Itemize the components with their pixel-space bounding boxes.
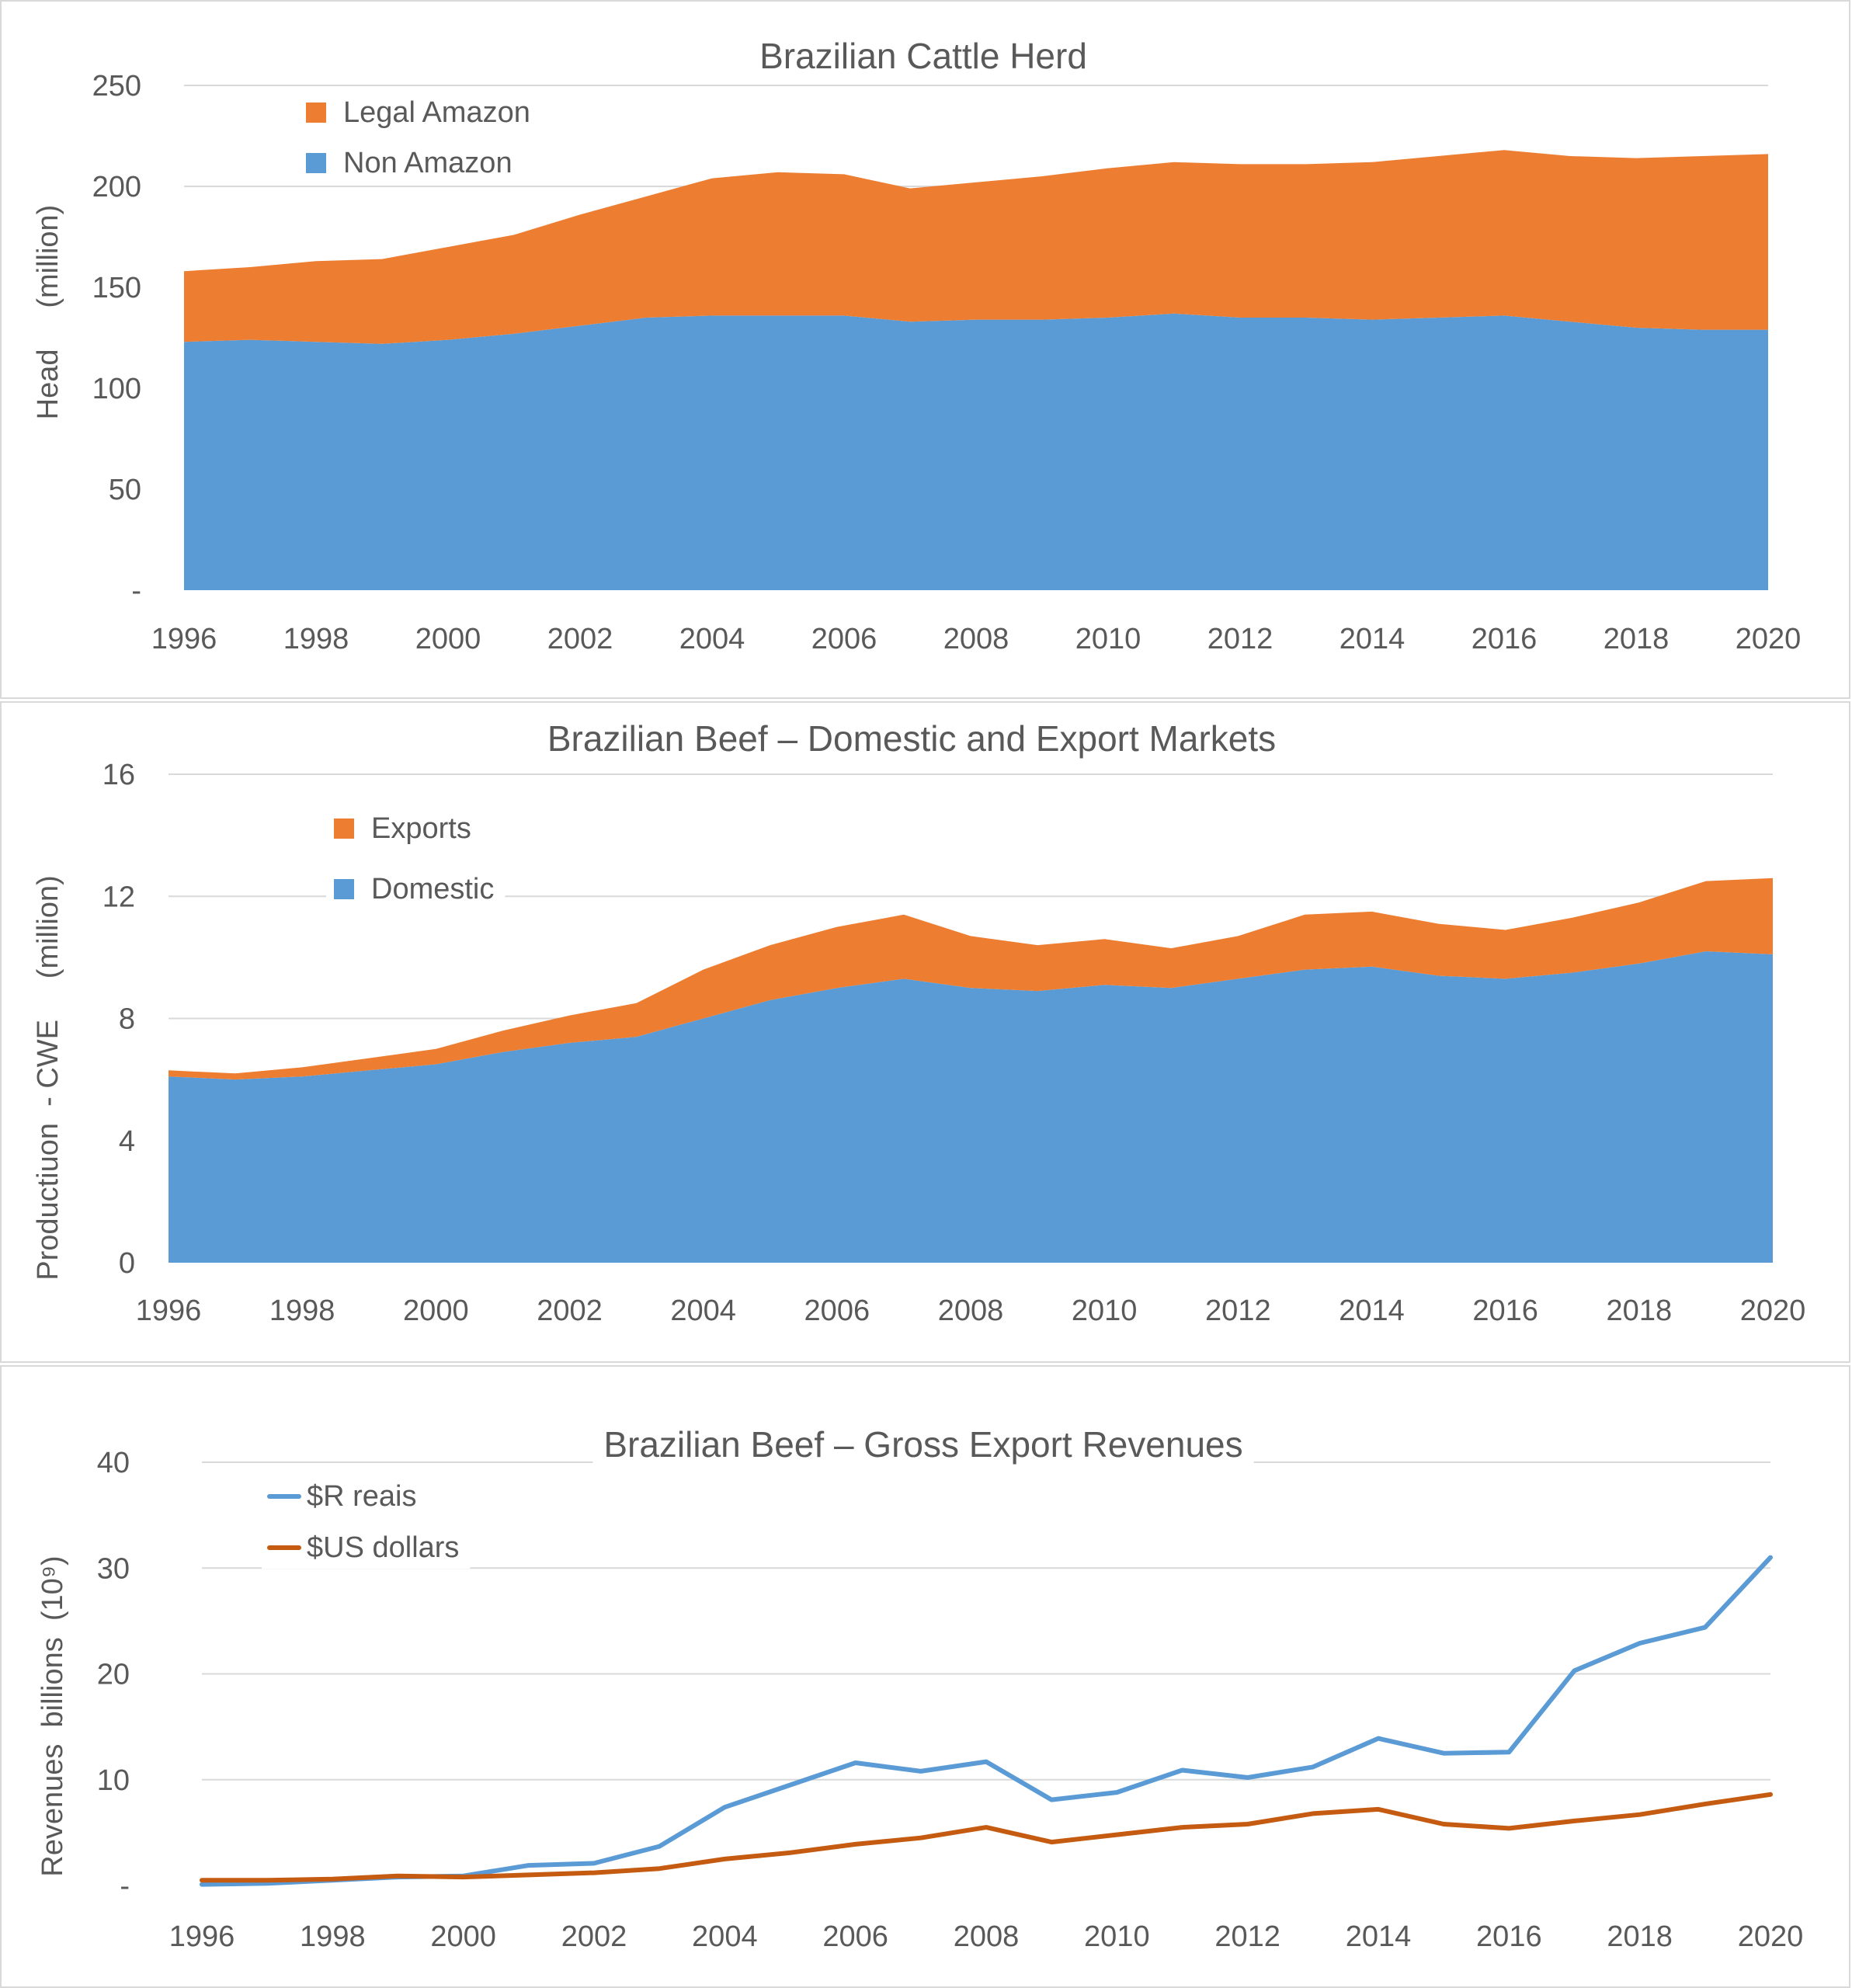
legend-label: $R reais [307,1480,417,1513]
legend-swatch [334,818,354,839]
legend-entry: Non Amazon [298,142,523,184]
x-tick-label: 2020 [1740,1295,1806,1327]
y-tick-label: 100 [92,373,141,405]
x-tick-label: 2012 [1205,1295,1271,1327]
x-tick-label: 2000 [430,1920,496,1953]
legend-background [326,868,506,910]
x-tick-label: 2004 [679,623,745,655]
chart-title: Brazilian Beef – Gross Export Revenues [603,1424,1242,1465]
y-tick-label: 10 [97,1764,130,1797]
chart-title-background [536,715,1287,762]
legend-label: Legal Amazon [343,96,530,129]
x-tick-label: 1996 [136,1295,202,1327]
y-tick-label: 30 [97,1552,130,1585]
area-series-non-amazon [184,313,1768,590]
x-tick-label: 2018 [1607,1920,1673,1953]
legend-label: Exports [371,812,471,845]
x-tick-label: 2020 [1736,623,1802,655]
y-axis-label: Revenues billions (10⁹) [36,1555,69,1876]
x-tick-label: 2010 [1072,1295,1138,1327]
chart-title: Brazilian Beef – Domestic and Export Mar… [547,718,1276,759]
x-tick-label: 2016 [1472,1295,1538,1327]
chart-title-background [592,1421,1254,1468]
legend-label: $US dollars [307,1531,459,1564]
chart-title-background [749,33,1098,79]
y-axis-label: Head (million) [32,205,64,420]
x-tick-label: 2002 [561,1920,627,1953]
y-tick-label: 0 [119,1247,135,1280]
cattle-herd-chart: - 50 100 150 200 250 1996 1998 2000 2002 2004 2006 2… [32,33,1802,655]
area-series-domestic [169,951,1773,1263]
x-tick-label: 1996 [151,623,217,655]
x-tick-label: 1996 [169,1920,235,1953]
y-tick-label: 50 [109,474,141,506]
export-revenues-chart: - 10 20 30 40 1996 1998 2000 2002 2004 2006 2008 201… [36,1421,1804,1953]
y-tick-label: - [131,575,141,607]
x-tick-label: 1998 [269,1295,335,1327]
x-tick-label: 2002 [537,1295,603,1327]
x-tick-label: 2018 [1607,1295,1673,1327]
y-tick-label: 250 [92,70,141,103]
x-tick-label: 2004 [670,1295,736,1327]
chart-title: Brazilian Cattle Herd [759,36,1087,76]
x-tick-label: 2012 [1207,623,1273,655]
line-series--us-dollars [200,1792,1773,1883]
y-axis-label: Productiuon - CWE (million) [32,875,64,1281]
x-tick-label: 2000 [403,1295,469,1327]
legend-label: Domestic [371,873,494,905]
x-tick-label: 2006 [811,623,877,655]
legend-entry: Legal Amazon [298,92,541,134]
x-tick-label: 2020 [1738,1920,1804,1953]
area-series-exports [169,878,1773,1080]
x-tick-label: 2016 [1476,1920,1542,1953]
y-tick-label: 150 [92,272,141,304]
legend-entry: Exports [326,808,482,850]
legend-entry: Domestic [326,868,506,910]
x-tick-label: 2014 [1339,623,1406,655]
legend-swatch [306,103,326,123]
export-revenues-panel: - 10 20 30 40 1996 1998 2000 2002 2004 2006 2008 201… [0,1365,1850,1988]
line-series--r-reais [200,1555,1773,1887]
x-tick-label: 2000 [415,623,481,655]
y-tick-label: 8 [119,1003,135,1036]
legend-swatch [306,153,326,173]
x-tick-label: 2010 [1084,1920,1150,1953]
x-tick-label: 2008 [943,623,1009,655]
cattle-herd-panel: - 50 100 150 200 250 1996 1998 2000 2002 2004 2006 2… [0,0,1850,699]
y-tick-label: 12 [103,881,135,913]
legend-entry: $R reais [262,1475,428,1517]
y-tick-label: - [120,1870,130,1903]
x-tick-label: 2002 [547,623,613,655]
x-tick-label: 2008 [938,1295,1004,1327]
x-tick-label: 2006 [804,1295,870,1327]
legend-swatch [334,879,354,899]
x-tick-label: 2012 [1214,1920,1280,1953]
beef-markets-chart: 0 4 8 12 16 1996 1998 2000 2002 2004 2006 2008 2010 2… [32,715,1806,1327]
legend-entry: $US dollars [262,1527,471,1569]
beef-markets-panel: 0 4 8 12 16 1996 1998 2000 2002 2004 2006 2008 2010 2… [0,701,1850,1363]
y-tick-label: 4 [119,1125,135,1158]
legend-background [298,142,523,184]
y-tick-label: 200 [92,171,141,203]
x-tick-label: 2018 [1604,623,1670,655]
y-tick-label: 40 [97,1447,130,1479]
x-tick-label: 2010 [1075,623,1141,655]
x-tick-label: 2014 [1346,1920,1412,1953]
x-tick-label: 1998 [300,1920,366,1953]
y-tick-label: 20 [97,1659,130,1691]
legend-label: Non Amazon [343,147,513,179]
x-tick-label: 2008 [954,1920,1020,1953]
y-tick-label: 16 [103,759,135,791]
x-tick-label: 2016 [1472,623,1538,655]
x-tick-label: 2014 [1339,1295,1405,1327]
x-tick-label: 2004 [692,1920,758,1953]
x-tick-label: 2006 [822,1920,888,1953]
legend-background [298,92,541,134]
area-series-legal-amazon [184,150,1768,344]
x-tick-label: 1998 [283,623,349,655]
